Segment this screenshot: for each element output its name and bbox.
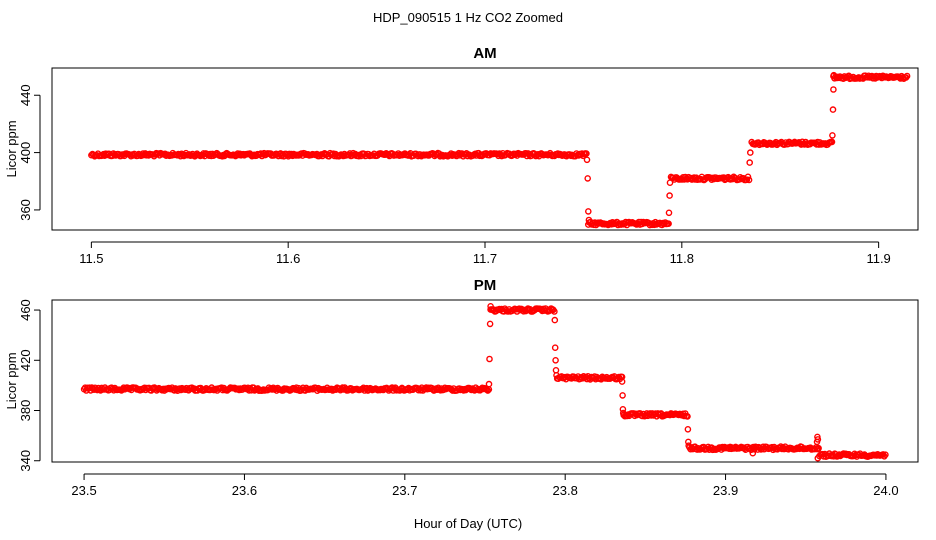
pm-y-tick-label: 380 (18, 400, 33, 422)
pm-data-point (486, 320, 494, 328)
am-data-point (830, 71, 838, 79)
pm-data-point (619, 405, 627, 413)
am-data-point (585, 216, 593, 224)
pm-data-point (487, 302, 494, 310)
am-x-tick-label: 11.7 (473, 251, 497, 266)
figure-title: HDP_090515 1 Hz CO2 Zoomed (373, 10, 563, 25)
am-y-tick-label: 440 (18, 84, 33, 106)
pm-data-point (814, 454, 822, 462)
am-x-tick-label: 11.6 (276, 251, 300, 266)
am-y-tick-label: 400 (18, 142, 33, 164)
am-data-point (583, 150, 590, 157)
pm-data-point (486, 355, 493, 363)
am-data-point (745, 176, 753, 184)
pm-data-point (553, 371, 560, 379)
pm-data-point (484, 387, 492, 394)
pm-data-point (551, 308, 558, 315)
pm-data-points (80, 302, 889, 462)
pm-data-point (632, 410, 640, 418)
pm-data-point (685, 438, 692, 446)
am-data-point (744, 173, 752, 181)
pm-x-tick-label: 23.5 (71, 483, 96, 498)
am-data-point (903, 72, 911, 80)
am-y-tick-label: 360 (18, 199, 33, 221)
pm-data-point (882, 451, 889, 459)
am-data-point (583, 156, 591, 164)
am-data-point (830, 86, 837, 93)
pm-data-point (485, 380, 493, 388)
pm-data-point (685, 442, 693, 450)
pm-plot-frame (51, 299, 919, 463)
panel-am: AM Licor ppm 11.5 11.6 11.7 11.8 11.9 360 400 440 (4, 45, 919, 266)
am-data-point (829, 106, 837, 113)
am-data-point (666, 192, 673, 199)
am-data-point (584, 175, 592, 182)
am-data-point (666, 179, 674, 186)
pm-data-point (815, 444, 822, 452)
am-x-tick-label: 11.9 (866, 251, 890, 266)
am-data-point (746, 159, 754, 166)
pm-data-point (684, 425, 692, 433)
am-y-axis-label: Licor ppm (4, 120, 19, 177)
am-data-points (88, 71, 911, 229)
pm-data-point (552, 356, 559, 364)
pm-y-axis-label: Licor ppm (4, 352, 19, 409)
pm-x-tick-label: 24.0 (873, 483, 898, 498)
pm-panel-title: PM (474, 277, 497, 294)
am-data-point (829, 132, 836, 139)
am-x-tick-label: 11.5 (79, 251, 103, 266)
pm-data-point (814, 436, 822, 443)
pm-x-tick-label: 23.8 (553, 483, 578, 498)
pm-data-point (551, 344, 559, 352)
am-panel-title: AM (473, 45, 496, 62)
pm-data-point (619, 392, 626, 399)
pm-data-point (618, 378, 626, 385)
am-x-tick-label: 11.8 (670, 251, 694, 266)
am-data-point (747, 149, 754, 156)
pm-x-tick-label: 23.9 (713, 483, 738, 498)
am-data-point (585, 208, 592, 215)
am-data-point (665, 209, 673, 217)
pm-x-tick-label: 23.6 (232, 483, 257, 498)
am-data-point (665, 220, 672, 227)
pm-data-point (684, 413, 691, 420)
figure-xlabel: Hour of Day (UTC) (414, 516, 522, 531)
pm-data-point (749, 449, 757, 457)
pm-data-point (619, 409, 627, 417)
am-data-point (828, 138, 836, 146)
pm-y-tick-label: 420 (18, 349, 33, 371)
panel-pm: PM Licor ppm 23.5 23.6 23.7 23.8 23.9 24.0 340 38… (4, 277, 919, 498)
pm-x-tick-label: 23.7 (392, 483, 417, 498)
pm-data-point (551, 316, 559, 324)
pm-y-tick-label: 340 (18, 450, 33, 472)
am-plot-frame (51, 67, 919, 231)
pm-y-tick-label: 460 (18, 299, 33, 321)
